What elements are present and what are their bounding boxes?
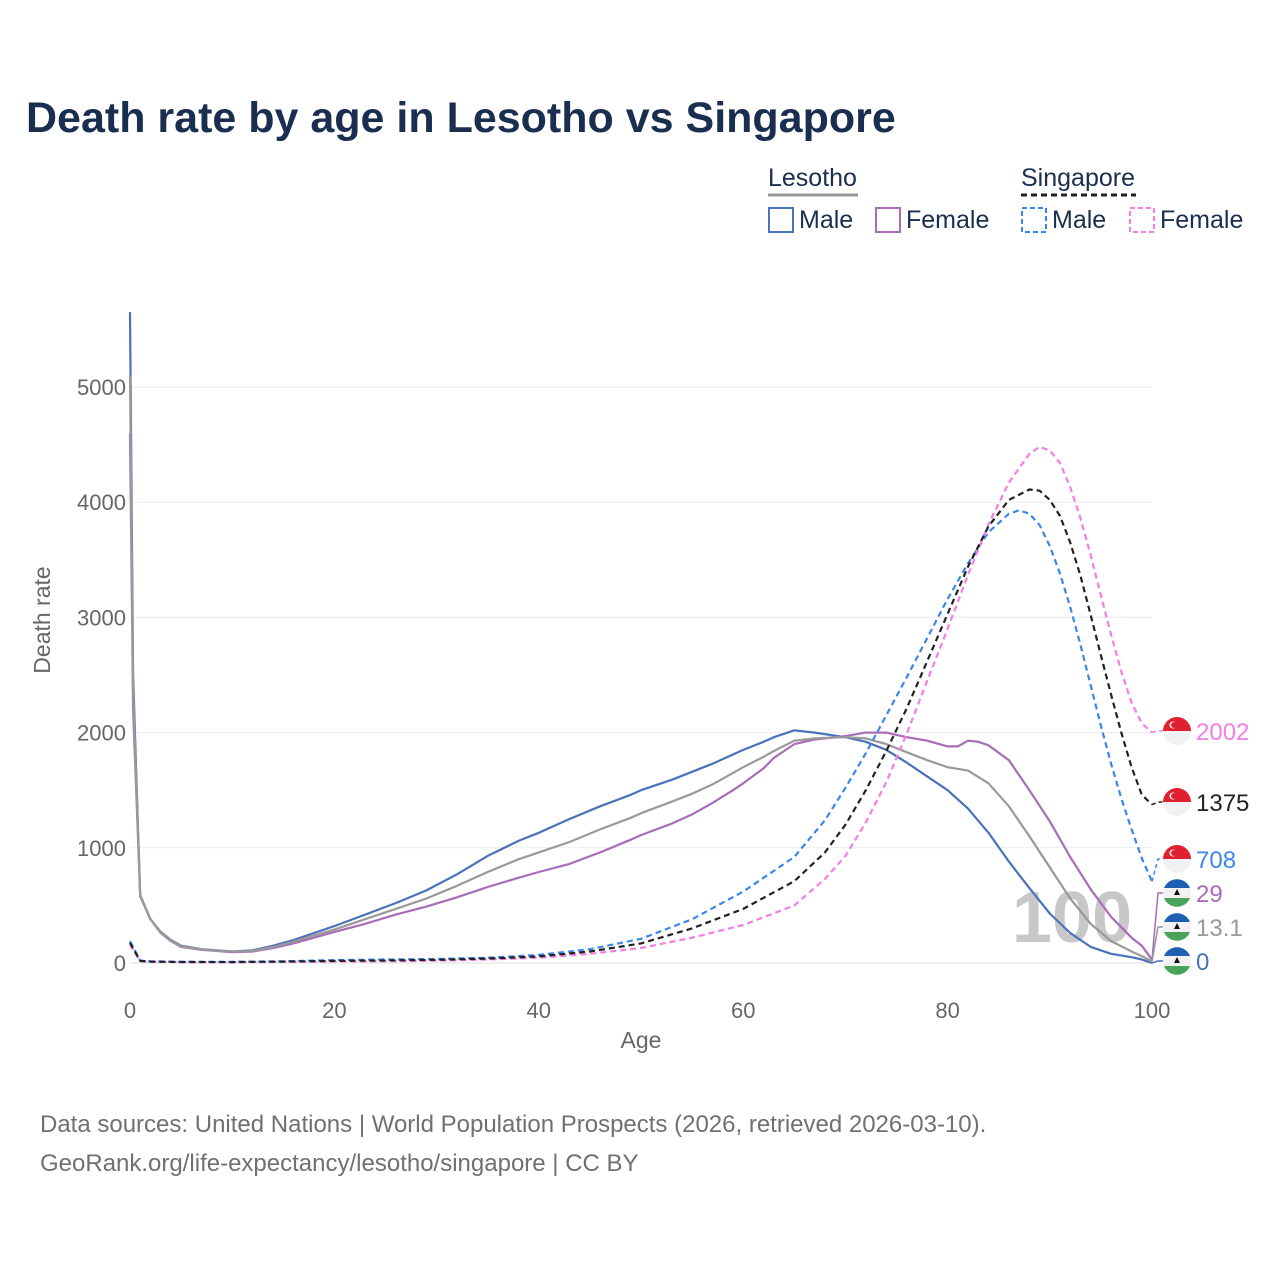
legend-group-label-singapore: Singapore xyxy=(1021,164,1135,192)
y-tick-label: 3000 xyxy=(77,605,126,630)
x-tick-label: 60 xyxy=(731,998,755,1023)
legend-label-singapore-female: Female xyxy=(1160,206,1243,234)
x-tick-label: 100 xyxy=(1134,998,1171,1023)
legend-label-singapore-male: Male xyxy=(1052,206,1106,234)
y-tick-label: 5000 xyxy=(77,375,126,400)
end-label-connector xyxy=(1151,926,1164,962)
end-labels: 2002 1375 708 29 13.1 0 xyxy=(1151,717,1249,976)
x-tick-label: 20 xyxy=(322,998,346,1023)
end-label-value: 708 xyxy=(1196,847,1236,874)
end-label-connector xyxy=(1151,730,1164,734)
legend: Lesotho Male Female Singapore Male Femal… xyxy=(768,164,1243,234)
series-lines xyxy=(128,312,1154,965)
gridlines xyxy=(130,386,1152,964)
y-tick-label: 2000 xyxy=(77,721,126,746)
singapore-flag-icon xyxy=(1163,717,1191,745)
series-line-lesotho-male xyxy=(128,312,1153,965)
singapore-flag-icon xyxy=(1163,788,1191,816)
end-label-value: 13.1 xyxy=(1196,915,1243,942)
end-label-connector xyxy=(1151,801,1164,806)
legend-group-singapore[interactable]: Singapore Male Female xyxy=(1021,164,1243,234)
legend-group-label-lesotho: Lesotho xyxy=(768,164,857,192)
end-label-value: 2002 xyxy=(1196,719,1249,746)
lesotho-flag-icon xyxy=(1163,879,1191,907)
y-tick-label: 0 xyxy=(114,951,126,976)
end-label-value: 1375 xyxy=(1196,790,1249,817)
legend-label-lesotho-male: Male xyxy=(799,206,853,234)
source-line-1: Data sources: United Nations | World Pop… xyxy=(40,1111,986,1138)
legend-group-lesotho[interactable]: Lesotho Male Female xyxy=(768,164,989,234)
legend-label-lesotho-female: Female xyxy=(906,206,989,234)
source-line-2: GeoRank.org/life-expectancy/lesotho/sing… xyxy=(40,1150,639,1177)
x-axis-ticks: 0 20 40 60 80 100 xyxy=(124,998,1170,1023)
series-line-singapore-male xyxy=(129,509,1154,963)
legend-swatch-singapore-female xyxy=(1129,207,1155,233)
legend-swatch-lesotho-male xyxy=(768,207,794,233)
chart-title: Death rate by age in Lesotho vs Singapor… xyxy=(26,94,896,142)
y-tick-label: 1000 xyxy=(77,836,126,861)
legend-swatch-singapore-male xyxy=(1021,207,1047,233)
lesotho-flag-icon xyxy=(1163,947,1191,975)
x-tick-label: 80 xyxy=(935,998,959,1023)
end-label-connector xyxy=(1151,892,1164,960)
y-axis-ticks: 0 1000 2000 3000 4000 5000 xyxy=(77,375,126,976)
legend-swatch-lesotho-female xyxy=(875,207,901,233)
y-axis-title: Death rate xyxy=(29,566,55,673)
y-tick-label: 4000 xyxy=(77,490,126,515)
x-axis-title: Age xyxy=(621,1027,662,1053)
end-label-value: 0 xyxy=(1196,949,1209,976)
lesotho-flag-icon xyxy=(1163,913,1191,941)
series-line-lesotho-both-sexes xyxy=(128,375,1153,963)
x-tick-label: 0 xyxy=(124,998,136,1023)
singapore-flag-icon xyxy=(1163,845,1191,873)
series-line-singapore-both-sexes xyxy=(129,488,1153,964)
end-label-value: 29 xyxy=(1196,881,1223,908)
x-tick-label: 40 xyxy=(527,998,551,1023)
end-label-connector xyxy=(1151,858,1164,882)
end-label-connector xyxy=(1151,960,1164,964)
